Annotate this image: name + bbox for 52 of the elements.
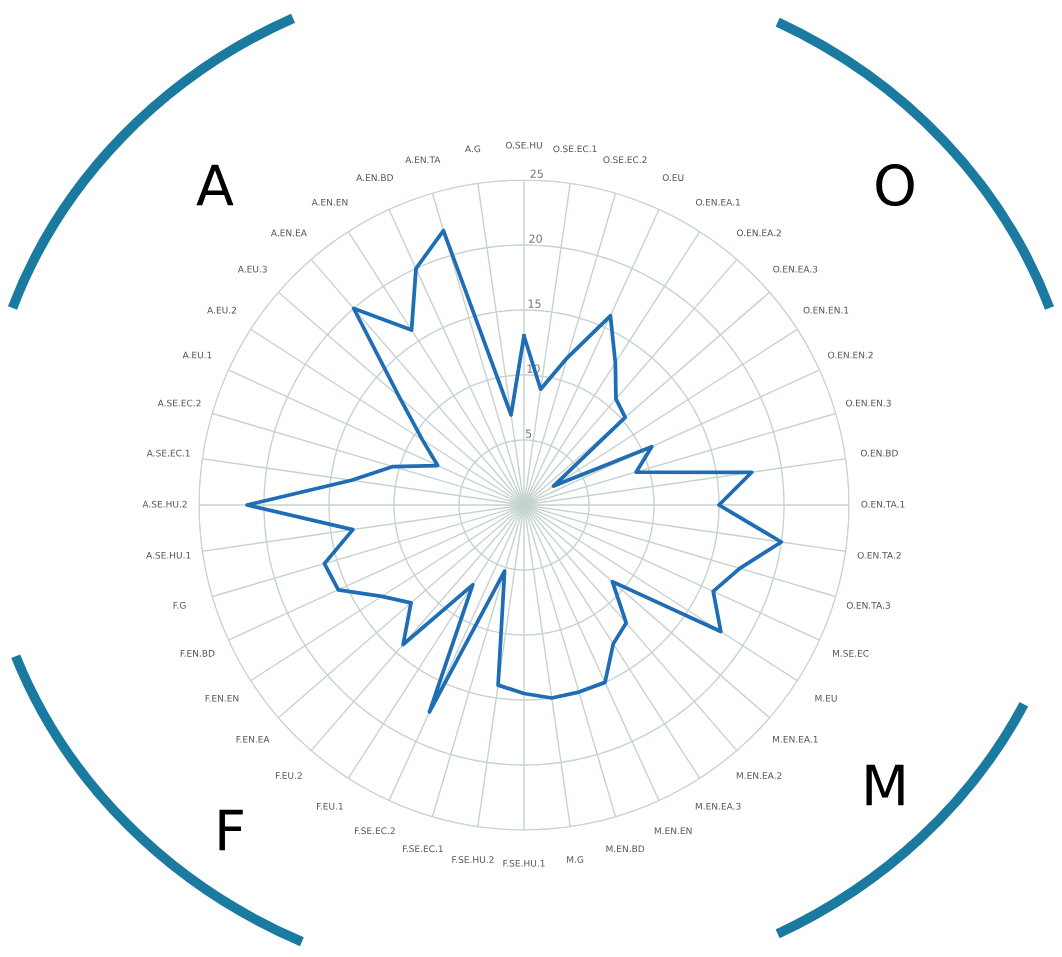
y-tick-label: 15 [528, 299, 541, 308]
spoke-label: A.EN.EA [270, 229, 307, 237]
spoke-label: M.EN.EA.3 [695, 802, 741, 810]
spoke-label: A.EU.1 [182, 351, 212, 359]
spoke-label: O.EN.TA.1 [861, 500, 905, 508]
spoke-label: A.EU.3 [237, 265, 267, 273]
spoke-label: F.EN.EA [236, 736, 270, 743]
spoke-label: M.EU [815, 695, 837, 702]
spoke-label: O.EN.EA.2 [736, 229, 781, 237]
spoke-label: F.EU.2 [276, 772, 302, 779]
spoke-label: A.EU.2 [207, 306, 236, 314]
spoke-label: M.SE.EC [832, 649, 869, 657]
y-tick-label: 25 [530, 169, 543, 178]
spoke-label: F.SE.HU.2 [452, 856, 494, 863]
spoke-label: O.SE.EC.1 [553, 145, 597, 153]
spoke-label: F.SE.EC.2 [354, 827, 395, 835]
spoke-label: O.EN.EA.3 [773, 265, 818, 273]
spoke-label: A.SE.HU.2 [142, 500, 187, 508]
spoke-label: M.EN.EN [654, 827, 692, 835]
spoke-label: O.EN.EN.1 [803, 306, 849, 314]
spoke-label: A.SE.HU.1 [146, 551, 191, 559]
spoke-label: M.EN.EA.1 [773, 736, 818, 743]
spoke-label: O.SE.HU [505, 141, 542, 149]
spoke-label: F.EU.1 [317, 802, 343, 810]
spoke-label: M.G [567, 856, 584, 863]
spoke-label: O.EN.EA.1 [695, 198, 740, 206]
spoke-label: A.SE.EC.1 [146, 449, 190, 457]
spoke-label: O.SE.EC.2 [603, 156, 647, 164]
spoke-label: A.EN.EN [311, 198, 348, 206]
text: A [196, 164, 234, 206]
spoke-label: A.SE.EC.2 [157, 399, 201, 407]
spoke-label: M.EN.EA.2 [736, 772, 782, 779]
spoke-label: A.G [465, 145, 481, 153]
y-tick-label: 5 [525, 429, 532, 438]
spoke-label: O.EN.EN.2 [828, 351, 873, 359]
text: O [876, 164, 914, 207]
spoke-label: O.EN.TA.2 [857, 551, 901, 559]
spoke-label: F.SE.EC.1 [402, 845, 443, 853]
spoke-label: F.G [173, 601, 186, 609]
spoke-label: O.EN.TA.3 [846, 601, 890, 609]
text: M [866, 764, 904, 806]
spoke-label: M.EN.BD [606, 845, 645, 852]
spoke-label: O.EN.EN.3 [845, 399, 891, 407]
spoke-label: A.EN.BD [356, 174, 393, 181]
spoke-label: A.EN.TA [405, 156, 441, 164]
spoke-label: F.EN.BD [180, 650, 215, 657]
spoke-label: F.EN.EN [205, 695, 239, 702]
spoke-label: O.EU [662, 174, 684, 182]
text: F [219, 809, 243, 851]
y-tick-label: 20 [529, 234, 542, 243]
spoke-label: F.SE.HU.1 [503, 859, 545, 867]
spoke-label: O.EN.BD [860, 449, 898, 457]
